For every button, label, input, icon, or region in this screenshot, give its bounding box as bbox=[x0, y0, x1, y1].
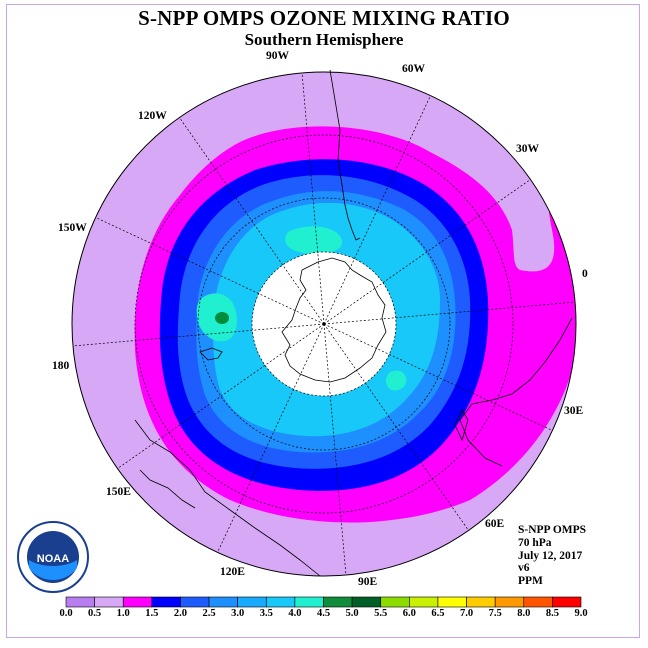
south-america-coastline bbox=[329, 69, 361, 241]
colorbar-tick-label: 7.5 bbox=[488, 608, 502, 619]
colorbar-tick-label: 4.5 bbox=[316, 608, 331, 619]
graticule bbox=[72, 72, 576, 576]
colorbar-tick-label: 3.5 bbox=[259, 608, 273, 619]
madagascar-coastline bbox=[454, 409, 469, 442]
coastlines bbox=[134, 69, 573, 577]
longitude-label: 0 bbox=[582, 268, 588, 280]
meridian-line bbox=[323, 323, 347, 576]
metadata-block: S-NPP OMPS 70 hPa July 12, 2017 v6 PPM bbox=[518, 524, 586, 588]
longitude-label: 60W bbox=[402, 63, 425, 75]
noaa-logo-text: NOAA bbox=[37, 553, 69, 565]
colorbar-tick-label: 9.0 bbox=[574, 608, 588, 619]
indonesia-coastline bbox=[139, 469, 196, 509]
colorbar-tick-label: 8.0 bbox=[517, 608, 531, 619]
map-subtitle: Southern Hemisphere bbox=[244, 30, 404, 49]
longitude-label: 180 bbox=[52, 360, 70, 372]
colorbar-tick-label: 5.5 bbox=[374, 608, 388, 619]
longitude-label: 120E bbox=[220, 566, 245, 578]
longitude-label: 150E bbox=[106, 486, 131, 498]
colorbar-tick-label: 6.0 bbox=[402, 608, 416, 619]
meridian-line bbox=[301, 72, 325, 325]
info-version: v6 bbox=[518, 562, 530, 575]
map-boundary bbox=[71, 71, 577, 577]
meridian-line bbox=[117, 323, 325, 469]
colorbar-tick-label: 6.5 bbox=[431, 608, 445, 619]
new-zealand-coastline bbox=[199, 347, 223, 361]
longitude-label: 120W bbox=[138, 110, 167, 122]
latitude-circle bbox=[134, 134, 514, 514]
latitude-circle bbox=[197, 197, 451, 451]
africa-coastline bbox=[459, 317, 573, 467]
colorbar-tick-label: 8.5 bbox=[545, 608, 559, 619]
map-title: S-NPP OMPS OZONE MIXING RATIO bbox=[138, 6, 510, 30]
colorbar-tick-label: 2.0 bbox=[173, 608, 187, 619]
longitude-label: 30E bbox=[564, 405, 584, 417]
antarctica-coastline bbox=[281, 257, 387, 383]
contour-green-4.0-4.5 bbox=[215, 312, 229, 324]
info-date: July 12, 2017 bbox=[518, 549, 583, 562]
meridian-line bbox=[323, 179, 531, 325]
south-pole-point bbox=[322, 322, 326, 326]
longitude-label: 60E bbox=[485, 518, 505, 530]
longitude-label: 90E bbox=[358, 576, 378, 588]
latitude-circle bbox=[251, 251, 397, 397]
info-pressure-level: 70 hPa bbox=[518, 536, 552, 549]
colorbar-tick-label: 7.0 bbox=[459, 608, 474, 619]
longitude-label: 30W bbox=[516, 143, 539, 155]
australia-coastline bbox=[134, 419, 321, 577]
colorbar-tick-label: 0.0 bbox=[59, 608, 73, 619]
longitude-label: 90W bbox=[266, 50, 289, 62]
colorbar-tick-label: 3.0 bbox=[231, 608, 245, 619]
info-instrument: S-NPP OMPS bbox=[518, 524, 587, 536]
contour-cyan-3.5-4.0-a bbox=[285, 226, 343, 255]
plot-frame bbox=[6, 4, 640, 638]
colorbar-tick-label: 5.0 bbox=[345, 608, 359, 619]
noaa-logo-icon: NOAA bbox=[17, 521, 89, 593]
colorbar-tick-label: 1.5 bbox=[145, 608, 159, 619]
colorbar-tick-label: 2.5 bbox=[202, 608, 216, 619]
info-units: PPM bbox=[518, 575, 543, 588]
colorbar-tick-label: 0.5 bbox=[88, 608, 102, 619]
colorbar-tick-label: 4.0 bbox=[288, 608, 302, 619]
longitude-label: 150W bbox=[58, 222, 87, 234]
meridian-line bbox=[95, 217, 325, 325]
colorbar-tick-label: 1.0 bbox=[116, 608, 130, 619]
contour-cyan-3.5-4.0-c bbox=[385, 370, 407, 391]
